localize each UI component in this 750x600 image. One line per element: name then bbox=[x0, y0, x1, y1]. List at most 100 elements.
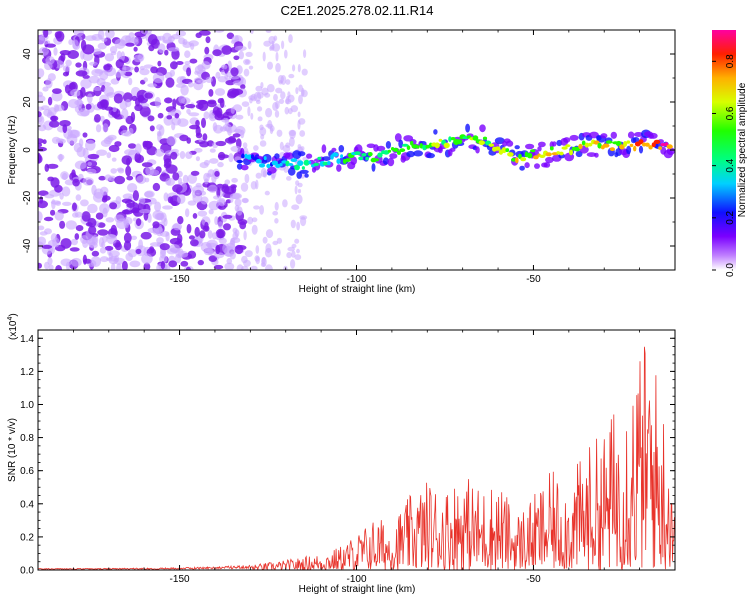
spectrogram-ridge-halo bbox=[638, 145, 644, 154]
spectrogram-ridge-blob bbox=[623, 141, 628, 147]
spectrogram-noise-blob bbox=[253, 205, 260, 210]
spectrogram-noise-blob bbox=[215, 71, 221, 79]
spectrogram-ridge-blob bbox=[308, 160, 312, 165]
spectrogram-noise-blob bbox=[131, 95, 138, 102]
spectrogram-noise-blob bbox=[120, 130, 130, 137]
spectrogram-noise-blob bbox=[59, 120, 71, 127]
spectrogram-noise-blob bbox=[284, 106, 290, 115]
spectrogram-ridge-halo bbox=[586, 152, 597, 158]
spectrogram-noise-blob bbox=[164, 72, 173, 80]
spectrogram-noise-blob bbox=[231, 177, 238, 183]
spectrogram-ridge-halo bbox=[537, 146, 542, 152]
spectrogram-noise-blob bbox=[180, 97, 191, 105]
spectrogram-noise-blob bbox=[257, 116, 263, 122]
spectrogram-noise-blob bbox=[159, 243, 170, 251]
spectrogram-noise-blob bbox=[147, 34, 158, 46]
spectrogram-noise-blob bbox=[143, 64, 154, 69]
spectrogram-noise-blob bbox=[51, 91, 63, 102]
spectrogram-noise-blob bbox=[38, 111, 42, 118]
spectrogram-noise-blob bbox=[163, 192, 169, 202]
spectrogram-noise-blob bbox=[100, 186, 109, 196]
spectrogram-ridge-blob bbox=[340, 154, 344, 159]
spectrogram-noise-blob bbox=[104, 53, 115, 62]
spectrogram-noise-blob bbox=[121, 198, 133, 204]
spectrogram-ridge-blob bbox=[332, 152, 339, 157]
spectrogram-noise-blob bbox=[221, 45, 232, 55]
spectrogram-noise-blob bbox=[209, 158, 219, 164]
spectrogram-ridge-halo bbox=[371, 163, 376, 172]
spectrogram-ridge-blob bbox=[488, 143, 495, 147]
spectrogram-noise-blob bbox=[42, 86, 49, 92]
spectrogram-ridge-blob bbox=[658, 146, 662, 150]
spectrogram-ridge-blob bbox=[561, 146, 568, 150]
spectrogram-ridge-blob bbox=[584, 142, 590, 148]
spectrogram-noise-blob bbox=[157, 43, 166, 54]
spectrogram-ridge-blob bbox=[410, 140, 414, 146]
spectrogram-noise-blob bbox=[190, 42, 195, 50]
spectrogram-ridge-blob bbox=[587, 142, 593, 147]
spectrogram-noise-blob bbox=[218, 154, 230, 159]
spectrogram-noise-blob bbox=[88, 75, 100, 84]
x-tick-label: -150 bbox=[170, 574, 190, 585]
spectrogram-noise-blob bbox=[110, 262, 116, 270]
spectrogram-ridge-blob bbox=[472, 135, 479, 141]
colorbar-tick-label: 0.0 bbox=[725, 263, 736, 277]
spectrogram-ridge-blob bbox=[482, 136, 488, 140]
spectrogram-noise-blob bbox=[200, 196, 209, 205]
spectrogram-noise-blob bbox=[180, 260, 189, 267]
spectrogram-noise-blob bbox=[45, 43, 56, 48]
spectrogram-noise-blob bbox=[163, 217, 168, 227]
spectrogram-ridge-blob bbox=[406, 145, 411, 150]
spectrogram-ridge-blob bbox=[515, 157, 519, 164]
spectrogram-noise-blob bbox=[64, 84, 71, 94]
spectrogram-ridge-blob bbox=[578, 143, 583, 150]
colorbar-label: Normalized spectral amplitude bbox=[737, 82, 748, 217]
spectrogram-noise-blob bbox=[115, 71, 122, 78]
spectrogram-noise-blob bbox=[109, 46, 118, 53]
spectrogram-ridge-blob bbox=[478, 140, 485, 146]
spectrogram-noise-blob bbox=[226, 257, 233, 265]
spectrogram-noise-blob bbox=[129, 260, 141, 268]
spectrogram-noise-blob bbox=[285, 79, 291, 85]
spectrogram-ridge-halo bbox=[626, 145, 632, 155]
spectrogram-noise-blob bbox=[157, 60, 162, 67]
spectrogram-noise-blob bbox=[44, 261, 50, 270]
spectrogram-noise-blob bbox=[232, 133, 241, 138]
spectrogram-noise-blob bbox=[120, 51, 126, 62]
spectrogram-noise-blob bbox=[281, 40, 285, 50]
spectrogram-noise-blob bbox=[262, 51, 266, 62]
spectrogram-noise-blob bbox=[196, 99, 208, 105]
spectrogram-noise-blob bbox=[61, 186, 71, 197]
spectrogram-noise-blob bbox=[165, 77, 175, 88]
spectrogram-noise-blob bbox=[202, 133, 208, 141]
spectrogram-ridge-halo bbox=[426, 152, 435, 159]
spectrogram-noise-blob bbox=[65, 220, 77, 230]
x-tick-label: -150 bbox=[170, 274, 190, 285]
spectrogram-noise-blob bbox=[50, 200, 62, 205]
spectrogram-noise-blob bbox=[289, 136, 295, 147]
spectrogram-ridge-halo bbox=[575, 150, 583, 158]
y-tick-label: 0.2 bbox=[20, 532, 34, 543]
spectrogram-noise-blob bbox=[291, 243, 297, 249]
spectrogram-noise-blob bbox=[273, 35, 278, 41]
spectrogram-noise-blob bbox=[38, 36, 45, 45]
spectrogram-noise-blob bbox=[101, 241, 106, 248]
spectrogram-noise-blob bbox=[250, 112, 254, 120]
spectrogram-noise-blob bbox=[212, 49, 222, 57]
spectrogram-ridge-halo bbox=[284, 152, 294, 160]
spectrogram-noise-blob bbox=[292, 64, 296, 72]
spectrogram-noise-blob bbox=[86, 93, 93, 104]
spectrogram-ridge-blob bbox=[448, 136, 452, 143]
spectrogram-noise-blob bbox=[184, 60, 191, 66]
spectrogram-noise-blob bbox=[166, 136, 177, 146]
spectrogram-noise-blob bbox=[188, 81, 194, 88]
spectrogram-y-label: Frequency (Hz) bbox=[7, 116, 18, 185]
spectrogram-noise-blob bbox=[54, 211, 64, 221]
y-tick-label: 1.2 bbox=[20, 367, 34, 378]
spectrogram-noise-blob bbox=[275, 62, 281, 73]
spectrogram-ridge-halo bbox=[287, 167, 296, 176]
spectrogram-ridge-blob bbox=[317, 156, 322, 160]
spectrogram-noise-blob bbox=[96, 149, 108, 156]
spectrogram-ridge-blob bbox=[597, 142, 602, 149]
spectrogram-noise-blob bbox=[243, 259, 251, 267]
